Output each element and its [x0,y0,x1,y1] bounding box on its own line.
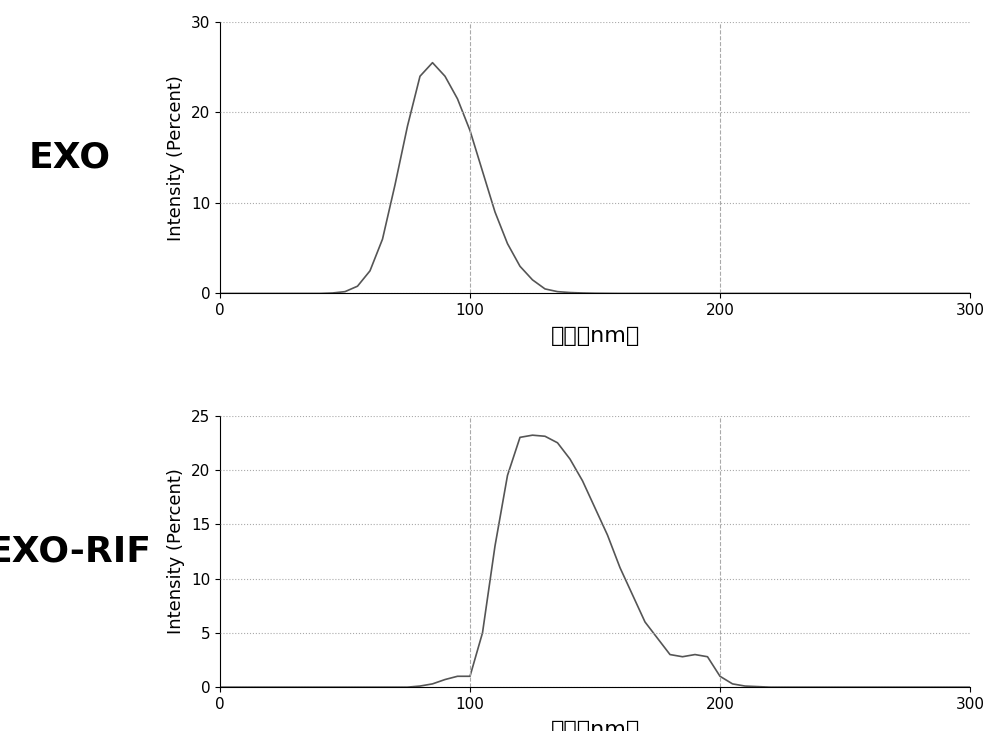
Y-axis label: Intensity (Percent): Intensity (Percent) [167,75,185,240]
X-axis label: 粒径（nm）: 粒径（nm） [550,327,640,346]
Y-axis label: Intensity (Percent): Intensity (Percent) [167,469,185,635]
X-axis label: 粒径（nm）: 粒径（nm） [550,720,640,731]
Text: EXO: EXO [29,140,111,175]
Text: EXO-RIF: EXO-RIF [0,534,152,569]
